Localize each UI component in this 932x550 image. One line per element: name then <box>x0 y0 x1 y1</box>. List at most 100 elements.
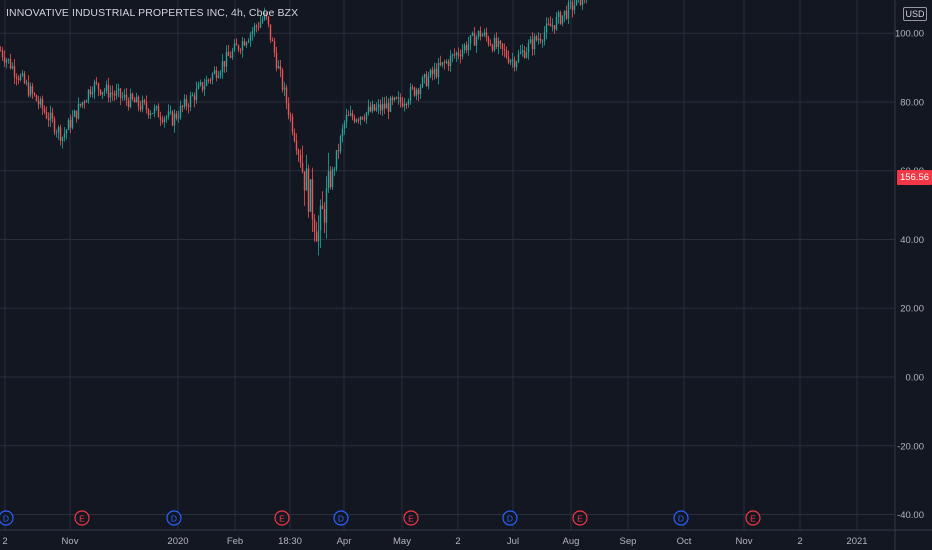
candle-body <box>397 97 400 99</box>
earnings-marker[interactable] <box>572 510 588 526</box>
time-tick-label: Nov <box>62 536 79 547</box>
candle-body <box>431 69 434 75</box>
dividend-marker[interactable] <box>166 510 182 526</box>
event-marker-label: E <box>577 514 583 524</box>
candle-body <box>373 104 376 111</box>
candle-body <box>237 45 240 50</box>
candle-body <box>403 104 406 107</box>
candle-body <box>133 99 136 103</box>
candle-body <box>53 118 56 133</box>
candle-body <box>417 89 420 95</box>
candle-body <box>181 105 184 107</box>
currency-button[interactable]: USD <box>903 7 927 21</box>
candle-body <box>17 78 20 81</box>
time-tick-label: Jul <box>507 536 519 547</box>
candle-body <box>365 112 368 120</box>
candle-body <box>411 87 414 89</box>
candle-body <box>267 16 270 25</box>
candle-body <box>19 75 22 81</box>
candle-body <box>185 98 188 107</box>
candle-body <box>555 16 558 30</box>
candle-body <box>379 104 382 111</box>
candle-body <box>561 15 564 24</box>
time-tick-label: Sep <box>620 536 637 547</box>
candle-body <box>157 106 160 118</box>
candle-body <box>273 41 276 53</box>
earnings-marker[interactable] <box>745 510 761 526</box>
candle-body <box>525 52 528 58</box>
candle-body <box>277 66 280 69</box>
candle-body <box>209 79 212 81</box>
candle-body <box>69 120 72 128</box>
candle-body <box>393 97 396 101</box>
candle-body <box>313 219 316 232</box>
candle-body <box>129 93 132 108</box>
candle-body <box>355 119 358 122</box>
candle-body <box>101 92 104 95</box>
dividend-marker[interactable] <box>673 510 689 526</box>
candle-body <box>443 62 446 64</box>
candle-body <box>437 62 440 78</box>
candle-body <box>177 117 180 119</box>
candle-body <box>219 72 222 76</box>
candle-body <box>547 23 550 25</box>
candle-body <box>389 97 392 112</box>
candle-body <box>383 103 386 109</box>
candle-body <box>41 98 44 109</box>
candle-body <box>447 61 450 67</box>
candle-body <box>49 112 52 121</box>
candle-body <box>257 26 260 28</box>
candle-body <box>349 113 352 116</box>
earnings-marker[interactable] <box>403 510 419 526</box>
candle-body <box>297 150 300 155</box>
candle-body <box>145 102 148 110</box>
candle-body <box>523 50 526 58</box>
candle-body <box>565 10 568 19</box>
candle-body <box>137 96 140 107</box>
candle-body <box>123 94 126 97</box>
candle-body <box>57 127 60 133</box>
candle-body <box>341 128 344 137</box>
candle-body <box>43 108 46 113</box>
candle-body <box>569 1 572 3</box>
candle-body <box>197 84 200 89</box>
candle-body <box>559 12 562 24</box>
event-marker-label: E <box>279 514 285 524</box>
candle-body <box>199 82 202 85</box>
dividend-marker[interactable] <box>502 510 518 526</box>
candle-body <box>159 117 162 120</box>
candle-body <box>91 92 94 95</box>
candle-body <box>183 98 186 107</box>
candle-body <box>405 104 408 106</box>
candle-body <box>149 113 152 116</box>
candle-body <box>481 35 484 37</box>
earnings-marker[interactable] <box>74 510 90 526</box>
candle-body <box>439 62 442 65</box>
candle-body <box>73 110 76 117</box>
candle-body <box>455 52 458 56</box>
candle-body <box>131 93 134 100</box>
vertical-grid <box>4 0 858 530</box>
earnings-marker[interactable] <box>274 510 290 526</box>
dividend-marker[interactable] <box>333 510 349 526</box>
dividend-marker[interactable] <box>0 510 14 526</box>
time-axis[interactable]: 2 Nov 2020 Feb 18:30 Apr May 2 Jul Aug Sep Oct Nov 2 2… <box>2 536 867 547</box>
candle-body <box>103 90 106 93</box>
candle-body <box>25 82 28 84</box>
candle-body <box>163 118 166 122</box>
candle-body <box>67 120 70 130</box>
candle-body <box>301 162 304 172</box>
candle-body <box>427 76 430 87</box>
candle-body <box>509 60 512 63</box>
event-marker-label: D <box>338 514 344 524</box>
candle-body <box>89 89 92 95</box>
candle-body <box>7 59 10 61</box>
candle-body <box>325 188 328 223</box>
candle-body <box>511 59 514 61</box>
candle-body <box>337 150 340 152</box>
candle-body <box>531 39 534 50</box>
candle-body <box>579 0 582 5</box>
time-tick-label: 2 <box>455 536 460 547</box>
time-tick-label: 2 <box>2 536 7 547</box>
